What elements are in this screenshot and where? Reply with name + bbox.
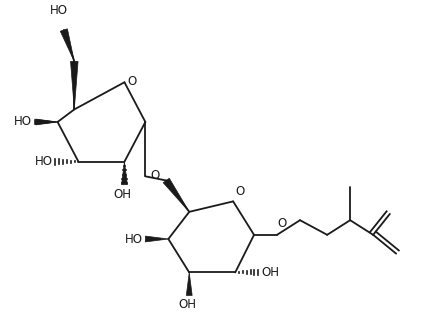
Polygon shape bbox=[60, 29, 74, 61]
Text: OH: OH bbox=[261, 266, 279, 279]
Text: HO: HO bbox=[14, 116, 31, 129]
Text: HO: HO bbox=[35, 155, 52, 168]
Polygon shape bbox=[163, 178, 189, 212]
Text: OH: OH bbox=[113, 188, 132, 201]
Polygon shape bbox=[146, 236, 168, 242]
Polygon shape bbox=[186, 272, 192, 295]
Polygon shape bbox=[121, 162, 127, 185]
Text: O: O bbox=[128, 75, 137, 88]
Text: O: O bbox=[278, 217, 287, 230]
Text: O: O bbox=[150, 169, 160, 182]
Text: HO: HO bbox=[50, 4, 68, 17]
Polygon shape bbox=[36, 119, 58, 125]
Polygon shape bbox=[35, 119, 58, 124]
Text: O: O bbox=[235, 185, 244, 198]
Text: HO: HO bbox=[125, 232, 142, 245]
Text: OH: OH bbox=[178, 298, 196, 311]
Polygon shape bbox=[70, 61, 78, 109]
